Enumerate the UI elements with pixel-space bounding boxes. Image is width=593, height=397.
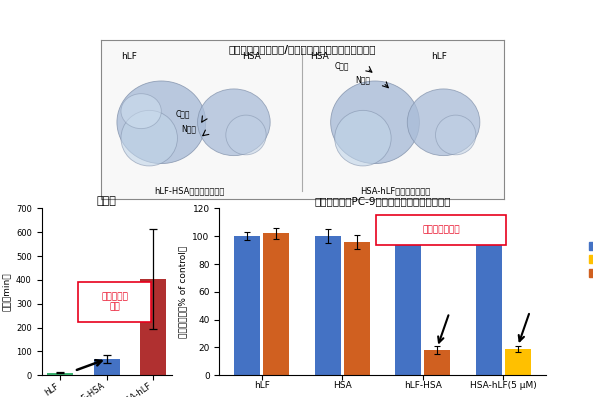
Ellipse shape — [197, 89, 270, 156]
Text: ヒトラクトフェリン/ヒトアルブミン融合タンパク質: ヒトラクトフェリン/ヒトアルブミン融合タンパク質 — [229, 44, 376, 54]
Bar — [344, 242, 369, 375]
Bar — [47, 373, 73, 375]
Bar — [396, 236, 421, 375]
Bar — [94, 359, 120, 375]
Bar — [315, 236, 340, 375]
Ellipse shape — [117, 81, 206, 164]
FancyBboxPatch shape — [78, 282, 151, 322]
Ellipse shape — [226, 115, 266, 155]
Text: HSA: HSA — [311, 52, 329, 61]
Text: N末端: N末端 — [355, 75, 370, 85]
Legend: 0 μM, 5 μM, 10 μM: 0 μM, 5 μM, 10 μM — [586, 238, 593, 281]
Bar — [141, 279, 166, 375]
FancyBboxPatch shape — [376, 215, 506, 245]
Text: C末端: C末端 — [176, 109, 190, 118]
Text: hLF-HSA融合タンパク質: hLF-HSA融合タンパク質 — [154, 187, 225, 196]
Bar — [263, 233, 289, 375]
Y-axis label: 細胞増殖率（% of control）: 細胞増殖率（% of control） — [178, 246, 187, 338]
Bar — [234, 236, 260, 375]
Y-axis label: 時間（min）: 時間（min） — [1, 272, 10, 311]
Bar — [425, 350, 450, 375]
Text: 抗腫瘻効果向上: 抗腫瘻効果向上 — [422, 225, 460, 235]
Text: N末端: N末端 — [181, 125, 196, 134]
Ellipse shape — [407, 89, 480, 156]
Bar — [505, 349, 531, 375]
Ellipse shape — [121, 110, 177, 166]
Ellipse shape — [331, 81, 419, 164]
Text: 血中安定性
向上: 血中安定性 向上 — [101, 292, 128, 312]
Ellipse shape — [121, 94, 161, 129]
Text: HSA-hLF融合タンパク質: HSA-hLF融合タンパク質 — [360, 187, 431, 196]
Ellipse shape — [334, 110, 391, 166]
Text: C末端: C末端 — [334, 61, 349, 70]
Title: 半減期: 半減期 — [97, 196, 117, 206]
Ellipse shape — [435, 115, 476, 155]
Text: ラクトフェリンの血中安定性、抗腫瘻効果を高めたバイオ医薬品を開発中: ラクトフェリンの血中安定性、抗腫瘻効果を高めたバイオ医薬品を開発中 — [164, 10, 429, 23]
Text: hLF: hLF — [432, 52, 447, 61]
Bar — [476, 236, 502, 375]
Text: hLF: hLF — [121, 52, 137, 61]
Title: ヒト肺腺ガンPC-9細胞に対する細胞増殖阔害: ヒト肺腺ガンPC-9細胞に対する細胞増殖阔害 — [314, 196, 451, 206]
Text: HSA: HSA — [242, 52, 261, 61]
